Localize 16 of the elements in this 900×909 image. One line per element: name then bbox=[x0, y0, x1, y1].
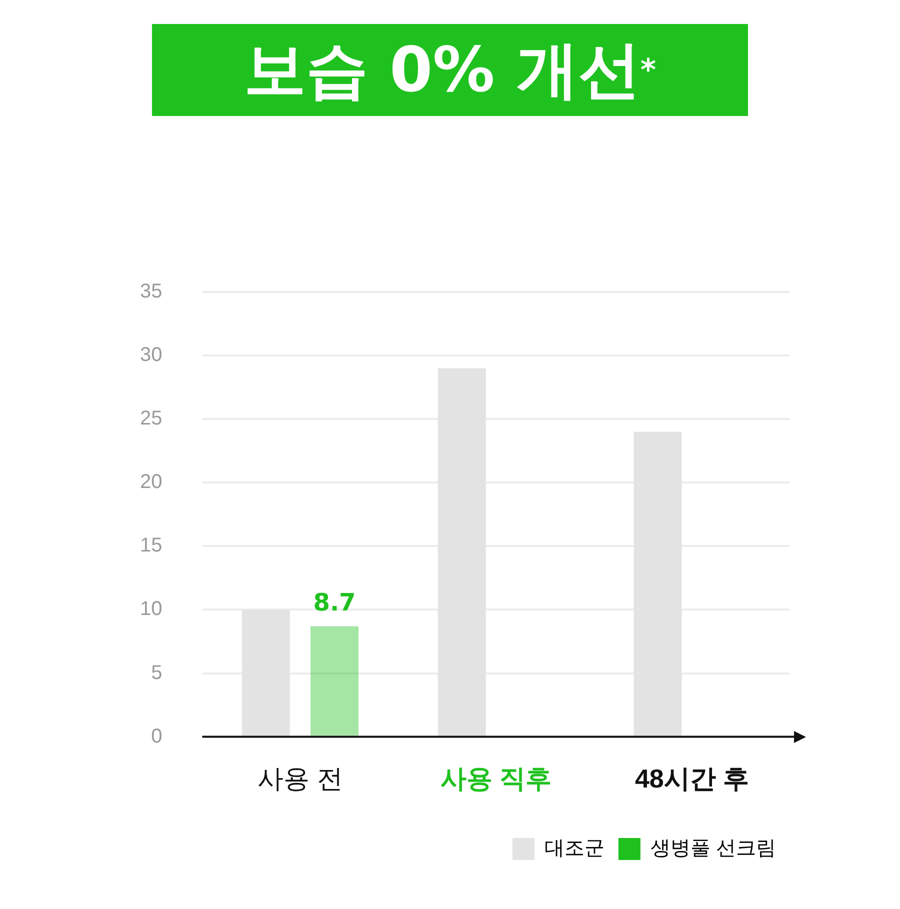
y-tick-label: 35 bbox=[140, 280, 162, 303]
data-label: 8.7 bbox=[313, 588, 356, 616]
y-tick-label: 15 bbox=[140, 534, 162, 557]
y-tick-label: 25 bbox=[140, 408, 162, 430]
y-tick-label: 30 bbox=[140, 344, 162, 366]
bar bbox=[310, 626, 358, 736]
x-tick-label: 48시간 후 bbox=[634, 764, 750, 794]
legend-label: 생병풀 선크림 bbox=[650, 838, 776, 860]
y-tick-label: 20 bbox=[140, 471, 162, 494]
chart-title: 보습 0% 개선$^{*}$ bbox=[152, 24, 748, 116]
x-tick-label: 사용 전 bbox=[258, 764, 343, 794]
y-tick-label: 0 bbox=[151, 725, 162, 748]
y-tick-label: 5 bbox=[151, 662, 162, 684]
y-tick-label: 10 bbox=[140, 598, 162, 620]
legend-label: 대조군 bbox=[544, 838, 604, 860]
x-tick-label: 사용 직후 bbox=[440, 764, 552, 794]
